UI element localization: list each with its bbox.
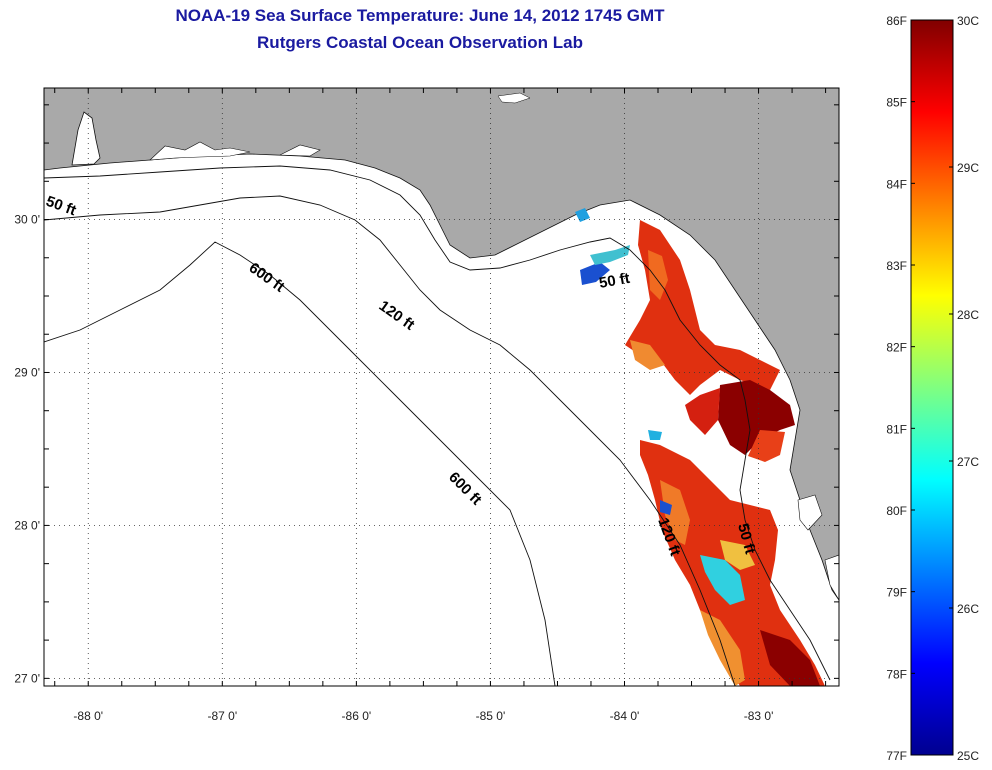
colorbar-c-label: 27C bbox=[957, 455, 979, 469]
st-andrew-bay bbox=[279, 144, 321, 157]
colorbar-fahrenheit-labels: 86F 85F 84F 83F 82F 81F 80F 79F 78F 77F bbox=[886, 14, 915, 763]
colorbar-c-label: 30C bbox=[957, 14, 979, 28]
lat-tick-label: 28 0' bbox=[14, 518, 40, 532]
colorbar-f-label: 82F bbox=[886, 341, 907, 355]
map-title: NOAA-19 Sea Surface Temperature: June 14… bbox=[175, 6, 665, 25]
lon-tick-label: -88 0' bbox=[73, 709, 103, 723]
colorbar-f-label: 86F bbox=[886, 14, 907, 28]
colorbar-f-label: 84F bbox=[886, 177, 907, 191]
colorbar-f-label: 77F bbox=[886, 749, 907, 763]
lon-tick-label: -83 0' bbox=[744, 709, 774, 723]
panhandle-bays bbox=[149, 141, 251, 161]
lake bbox=[497, 92, 531, 104]
colorbar-c-label: 25C bbox=[957, 749, 979, 763]
colorbar-c-label: 29C bbox=[957, 161, 979, 175]
contour-120ft bbox=[44, 195, 736, 686]
colorbar-c-label: 28C bbox=[957, 308, 979, 322]
lon-tick-label: -85 0' bbox=[476, 709, 506, 723]
colorbar-celsius-labels: 30C 29C 28C 27C 26C 25C bbox=[949, 14, 979, 763]
colorbar-f-label: 83F bbox=[886, 259, 907, 273]
latitude-axis: 30 0' 29 0' 28 0' 27 0' bbox=[14, 104, 839, 685]
lon-tick-label: -86 0' bbox=[342, 709, 372, 723]
colorbar-f-label: 79F bbox=[886, 586, 907, 600]
colorbar-f-label: 81F bbox=[886, 422, 907, 436]
colorbar-f-label: 78F bbox=[886, 667, 907, 681]
lon-tick-label: -84 0' bbox=[610, 709, 640, 723]
lat-tick-label: 29 0' bbox=[14, 365, 40, 379]
map-subtitle: Rutgers Coastal Ocean Observation Lab bbox=[257, 33, 583, 52]
colorbar-c-label: 26C bbox=[957, 602, 979, 616]
lon-tick-label: -87 0' bbox=[207, 709, 237, 723]
tampa-bay bbox=[797, 494, 823, 531]
colorbar-f-label: 80F bbox=[886, 504, 907, 518]
sst-pixels bbox=[575, 208, 825, 686]
contour-600ft bbox=[44, 241, 556, 686]
colorbar bbox=[910, 19, 954, 756]
lat-tick-label: 27 0' bbox=[14, 671, 40, 685]
longitude-axis: -88 0' -87 0' -86 0' -85 0' -84 0' -83 0' bbox=[54, 88, 827, 723]
contour-50ft bbox=[44, 165, 831, 681]
colorbar-f-label: 85F bbox=[886, 96, 907, 110]
map-frame bbox=[43, 87, 840, 687]
contour-label-50ft-bigbend: 50 ft bbox=[598, 270, 631, 292]
mobile-bay bbox=[71, 111, 101, 166]
lat-tick-label: 30 0' bbox=[14, 213, 40, 227]
charlotte-harbor bbox=[824, 554, 839, 601]
